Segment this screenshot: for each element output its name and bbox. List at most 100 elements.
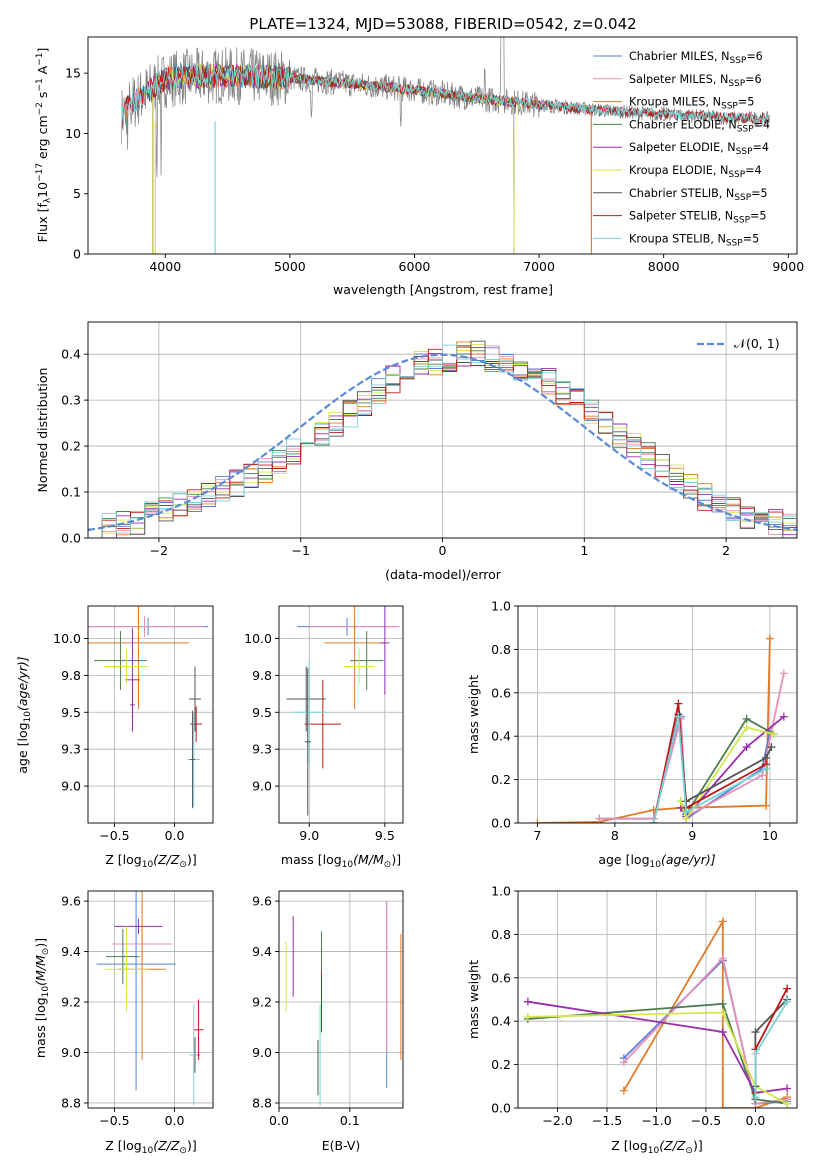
weight-line-chabrier-stelib	[754, 998, 788, 1087]
y-axis-label: mass [log10(M/M⊙)]	[33, 938, 51, 1058]
errorbar-point	[106, 928, 140, 985]
weight-marker	[742, 714, 751, 723]
weight-vs-Z-ytick-label: 1.0	[491, 884, 511, 899]
residuals-ytick-label: 0.2	[61, 439, 81, 454]
weight-vs-age-xtick-label: 10	[762, 828, 778, 843]
spectrum-xtick-label: 6000	[399, 259, 431, 274]
weight-vs-age-ytick-label: 0.2	[491, 772, 511, 787]
age-vs-Z-ytick-label: 9.0	[61, 779, 81, 794]
weight-marker	[762, 764, 770, 773]
mass-vs-ebv-plot-area	[285, 901, 402, 1106]
mass-vs-Z-ytick-label: 9.2	[61, 995, 81, 1010]
weight-line-kroupa-elodie	[527, 1011, 788, 1105]
weight-line-chabrier-miles	[623, 958, 788, 1105]
legend-entry: Chabrier MILES, NSSP=6	[629, 50, 763, 66]
errorbar-point	[304, 679, 341, 769]
age-vs-mass-ytick-label: 9.8	[252, 668, 272, 683]
weight-vs-Z-xtick-label: −1.0	[641, 1113, 671, 1128]
mass-vs-ebv-ytick-label: 9.2	[252, 995, 272, 1010]
weight-vs-age-xtick-label: 9	[688, 828, 696, 843]
weight-vs-Z-ytick-label: 0.0	[491, 1101, 511, 1116]
legend: Chabrier MILES, NSSP=6 Salpeter MILES, NS…	[593, 50, 770, 248]
spectrum-xtick-label: 8000	[648, 259, 680, 274]
y-axis-label: mass weight	[466, 675, 481, 754]
weight-marker	[619, 1086, 628, 1095]
mass-vs-ebv: 0.0 0.1 8.8 9.0 9.2 9.4 9.6 E(B-V)	[252, 890, 404, 1153]
x-axis-label: (data-model)/error	[385, 567, 502, 582]
weight-line-salpeter-miles	[623, 956, 788, 1105]
weight-marker	[523, 1012, 532, 1021]
mass-vs-Z-ytick-label: 9.6	[61, 894, 81, 909]
errorbar-point	[88, 606, 189, 710]
weight-vs-Z-xtick-label: −0.5	[691, 1113, 721, 1128]
residuals: −2 −1 0 1 2 0.0 0.1 0.2 0.3 0.4 𝒩(0, 1) (data-model…	[35, 321, 798, 582]
weight-line-salpeter-stelib	[652, 703, 767, 823]
weight-vs-Z-frame	[517, 890, 798, 1109]
weight-vs-Z-ytick-label: 0.8	[491, 927, 511, 942]
weight-vs-Z-ytick-label: 0.2	[491, 1057, 511, 1072]
weight-vs-age-ytick-label: 1.0	[491, 599, 511, 614]
errorbar-point	[190, 710, 195, 809]
weight-vs-age-plot-area	[533, 634, 788, 823]
errorbar-point	[291, 660, 328, 764]
weight-vs-age-ytick-label: 0.8	[491, 642, 511, 657]
weight-marker	[718, 999, 727, 1008]
errorbar-point	[96, 891, 176, 1091]
mass-vs-ebv-ytick-label: 9.0	[252, 1045, 272, 1060]
errorbar-point	[130, 678, 135, 732]
weight-line-salpeter-elodie	[527, 1000, 788, 1094]
weight-marker	[649, 819, 658, 823]
weight-line-kroupa-elodie	[679, 726, 775, 821]
y-axis-label: age [log10(age/yr)]	[15, 656, 33, 773]
errorbar-point	[350, 631, 384, 691]
age-vs-Z-xtick-label: 0.0	[165, 828, 185, 843]
spectrum-xtick-label: 5000	[274, 259, 306, 274]
spectrum-frame	[87, 36, 798, 255]
residuals-ytick-label: 0.1	[61, 485, 81, 500]
weight-vs-Z-xtick-label: −1.5	[592, 1113, 622, 1128]
age-vs-mass-ytick-label: 9.0	[252, 779, 272, 794]
weight-marker	[674, 699, 683, 708]
weight-marker	[718, 1104, 727, 1108]
weight-line-salpeter-miles	[599, 673, 785, 820]
spectrum-xtick-label: 7000	[523, 259, 555, 274]
y-axis-label: Normed distribution	[35, 368, 50, 493]
mass-vs-Z-frame	[87, 890, 214, 1109]
age-vs-Z-xtick-label: −0.5	[99, 828, 129, 843]
legend-entry: Salpeter ELODIE, NSSP=4	[629, 141, 769, 157]
mass-vs-Z: −0.5 0.0 8.8 9.0 9.2 9.4 9.6 Z [log10(Z/Z⊙)] mas…	[33, 890, 214, 1156]
age-vs-Z-ytick-label: 9.3	[61, 742, 81, 757]
errorbar-point	[324, 606, 385, 710]
weight-marker	[595, 814, 604, 823]
residuals-xtick-label: 1	[580, 543, 588, 558]
age-vs-mass-xtick-label: 9.5	[375, 828, 395, 843]
weight-marker	[718, 1008, 727, 1017]
weight-vs-age-ytick-label: 0.6	[491, 685, 511, 700]
age-vs-Z-ytick-label: 9.5	[61, 705, 81, 720]
age-vs-mass-ytick-label: 10.0	[244, 631, 272, 646]
weight-marker	[742, 743, 751, 752]
weight-marker	[718, 1028, 727, 1037]
weight-line-chabrier-elodie	[679, 717, 775, 817]
errorbar-point	[94, 631, 147, 691]
errorbar-point	[286, 666, 326, 732]
age-vs-Z-ytick-label: 10.0	[53, 631, 81, 646]
mass-vs-Z-plot-area	[96, 891, 204, 1106]
spectrum-ytick-label: 0	[73, 247, 81, 262]
model-spectrum-kroupa-stelib	[121, 64, 771, 128]
spectrum-plot-area	[121, 37, 771, 254]
weight-marker	[779, 669, 788, 678]
x-axis-label: Z [log10(Z/Z⊙)]	[611, 1138, 702, 1156]
errorbar-point	[190, 706, 203, 742]
weight-vs-Z-xtick-label: −2.0	[542, 1113, 572, 1128]
errorbar-point	[190, 1004, 198, 1106]
x-axis-label: E(B-V)	[322, 1138, 361, 1153]
legend-entry: Kroupa MILES, NSSP=5	[629, 96, 754, 112]
mass-vs-ebv-ytick-label: 9.6	[252, 894, 272, 909]
weight-line-chabrier-elodie	[527, 1002, 788, 1105]
legend-entry: 𝒩(0, 1)	[734, 336, 780, 351]
mass-vs-Z-xtick-label: 0.0	[165, 1113, 185, 1128]
weight-marker	[783, 1084, 792, 1093]
errorbar-point	[114, 918, 163, 934]
